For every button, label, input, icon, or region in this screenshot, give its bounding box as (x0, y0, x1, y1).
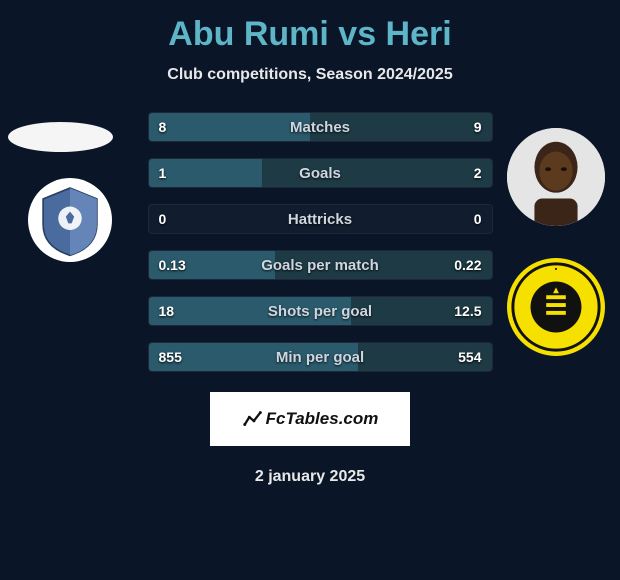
stat-value-right: 554 (458, 343, 481, 371)
stat-row-gpm: 0.13 Goals per match 0.22 (148, 250, 493, 280)
stat-bar-right (310, 113, 492, 141)
player2-avatar (507, 128, 605, 226)
player2-club-crest: • (507, 258, 605, 356)
footer-date: 2 january 2025 (0, 468, 620, 486)
subtitle: Club competitions, Season 2024/2025 (0, 66, 620, 84)
stat-row-hattricks: 0 Hattricks 0 (148, 204, 493, 234)
round-crest-icon: • (507, 258, 605, 356)
stat-value-right: 0 (474, 205, 482, 233)
stats-panel: 8 Matches 9 1 Goals 2 0 Hattricks 0 0.13… (148, 112, 493, 372)
brand-text: FcTables.com (266, 409, 379, 429)
stat-row-mpg: 855 Min per goal 554 (148, 342, 493, 372)
stat-value-right: 2 (474, 159, 482, 187)
stat-bar-left (149, 297, 351, 325)
stat-value-left: 18 (159, 297, 175, 325)
stat-label: Hattricks (149, 205, 492, 233)
page-title: Abu Rumi vs Heri (0, 15, 620, 54)
stat-value-right: 12.5 (454, 297, 481, 325)
stat-value-left: 8 (159, 113, 167, 141)
stat-row-matches: 8 Matches 9 (148, 112, 493, 142)
player1-avatar (8, 122, 113, 152)
chart-icon (242, 408, 264, 430)
stat-value-left: 855 (159, 343, 182, 371)
stat-value-right: 0.22 (454, 251, 481, 279)
brand-logo-box: FcTables.com (210, 392, 410, 446)
stat-bar-left (149, 113, 310, 141)
stat-row-spg: 18 Shots per goal 12.5 (148, 296, 493, 326)
stat-value-left: 0.13 (159, 251, 186, 279)
shield-crest-icon (28, 178, 112, 262)
stat-value-left: 1 (159, 159, 167, 187)
stat-value-right: 9 (474, 113, 482, 141)
stat-value-left: 0 (159, 205, 167, 233)
player1-club-crest (28, 178, 112, 262)
person-avatar-icon (507, 128, 605, 226)
brand-logo: FcTables.com (242, 408, 379, 430)
stat-bar-right (262, 159, 492, 187)
stat-row-goals: 1 Goals 2 (148, 158, 493, 188)
